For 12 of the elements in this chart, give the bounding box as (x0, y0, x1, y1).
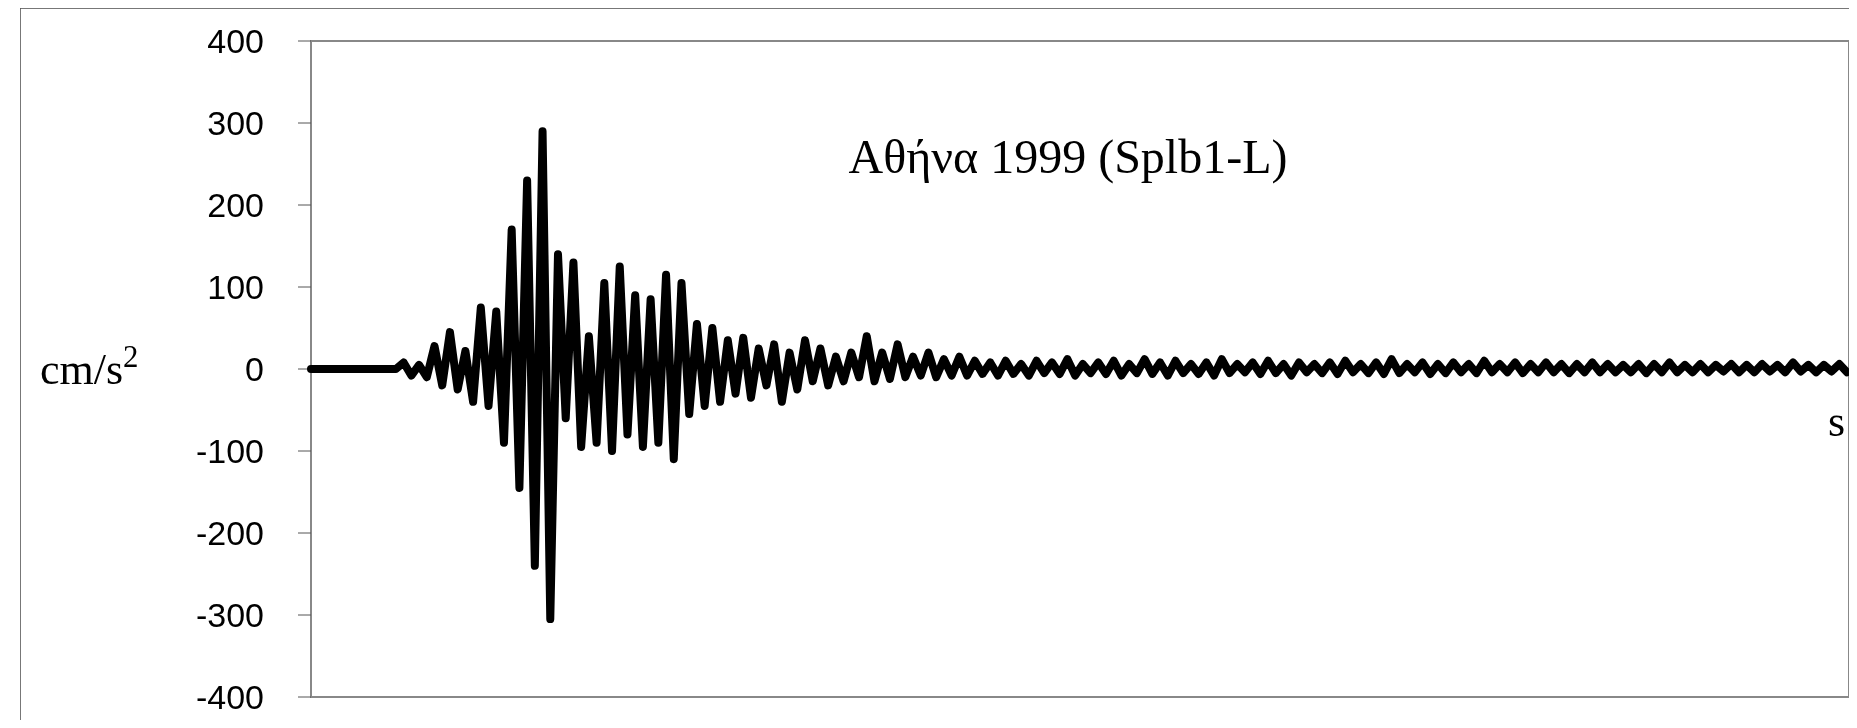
y-tick-label: -200 (195, 513, 264, 552)
y-tick-label: 400 (207, 21, 264, 60)
y-tick-label: 300 (207, 103, 264, 142)
x-axis-title: s (1827, 397, 1845, 447)
y-tick-label: -400 (195, 677, 264, 716)
text: Αθήνα 1999 (Splb1-L) (848, 129, 1288, 184)
y-tick-label: 100 (207, 267, 264, 306)
y-tick-label: 200 (207, 185, 264, 224)
y-tick-label: -300 (195, 595, 264, 634)
y-tick-label: -100 (195, 431, 264, 470)
y-tick-label: 0 (245, 349, 264, 388)
y-axis-title: cm/s$^{2}$ (40, 340, 139, 395)
